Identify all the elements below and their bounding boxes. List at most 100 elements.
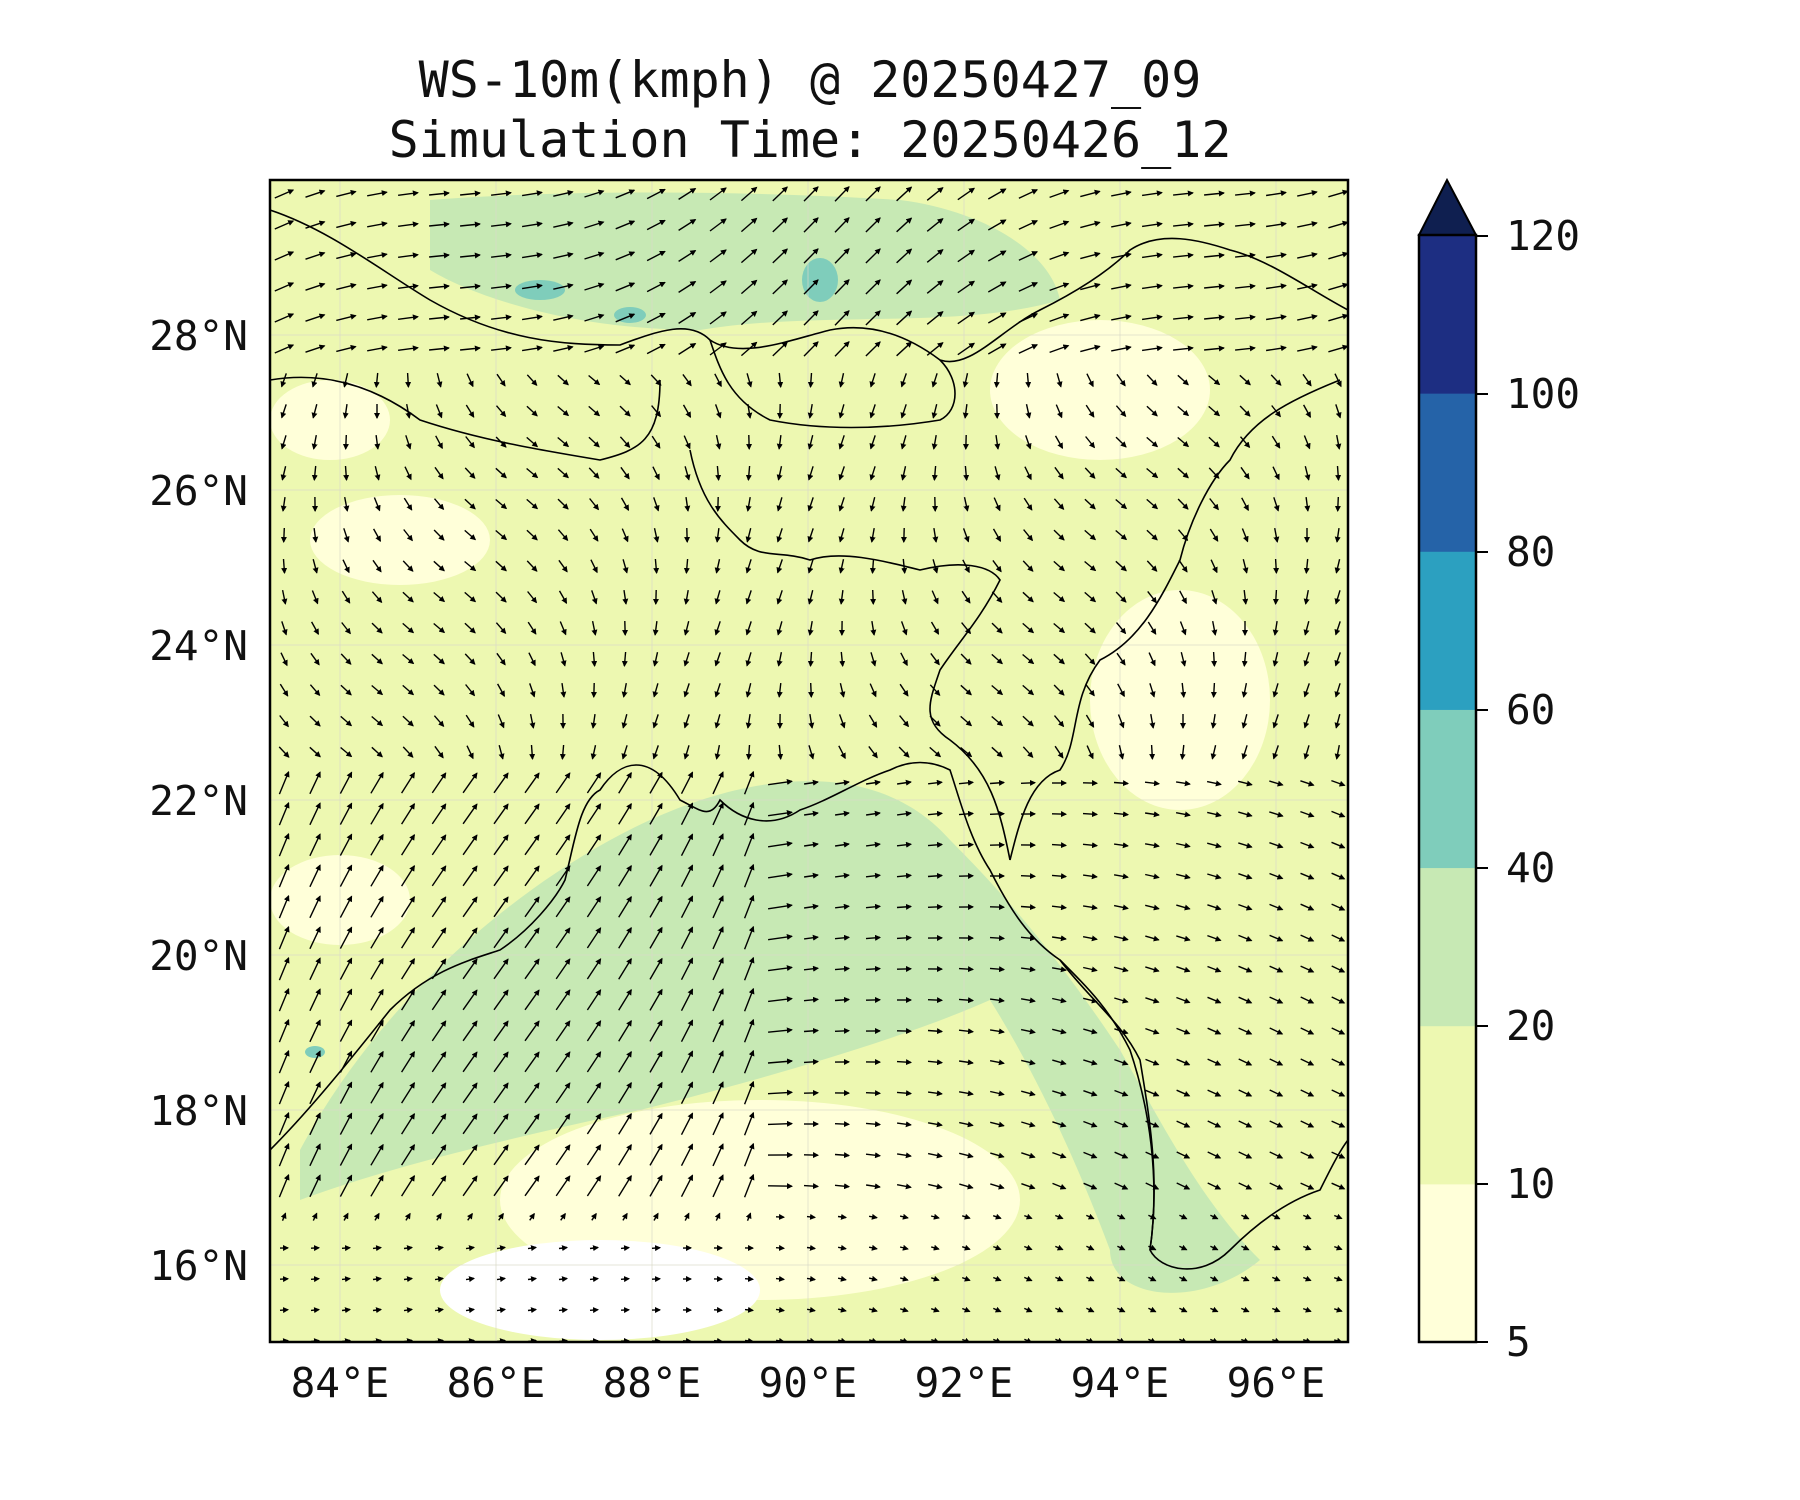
wind-arrow bbox=[370, 926, 384, 949]
wind-arrow bbox=[524, 989, 540, 1011]
wind-arrow bbox=[1052, 1059, 1067, 1066]
wind-arrow bbox=[1241, 528, 1249, 543]
wind-arrow bbox=[372, 1276, 382, 1283]
wind-arrow bbox=[1054, 435, 1064, 449]
wind-arrow bbox=[336, 313, 357, 322]
wind-arrow bbox=[928, 779, 943, 786]
wind-arrow bbox=[619, 374, 631, 386]
wind-arrow bbox=[1114, 935, 1129, 942]
wind-arrow bbox=[680, 895, 694, 919]
wind-arrow bbox=[837, 1213, 847, 1220]
wind-arrow bbox=[649, 1081, 663, 1104]
wind-arrow bbox=[961, 590, 971, 604]
wind-arrow bbox=[521, 252, 543, 259]
wind-arrow bbox=[838, 466, 845, 481]
wind-arrow bbox=[557, 498, 569, 510]
wind-arrow bbox=[1020, 1028, 1036, 1035]
wind-arrow bbox=[776, 435, 783, 450]
wind-arrow bbox=[524, 896, 540, 918]
wind-arrow bbox=[1207, 934, 1222, 942]
map-title: WS-10m(kmph) @ 20250427_09 Simulation Ti… bbox=[270, 50, 1350, 170]
wind-arrow bbox=[1334, 373, 1342, 388]
wind-arrow bbox=[896, 248, 913, 264]
wind-arrow bbox=[709, 249, 727, 263]
wind-arrow bbox=[586, 772, 602, 794]
wind-arrow bbox=[280, 466, 287, 481]
wind-arrow bbox=[1177, 498, 1189, 510]
wind-arrow bbox=[586, 927, 602, 949]
wind-arrow bbox=[1020, 873, 1036, 880]
wind-arrow bbox=[496, 373, 506, 387]
wind-arrow bbox=[646, 281, 666, 293]
wind-arrow bbox=[896, 841, 912, 848]
wind-arrow bbox=[714, 404, 722, 419]
wind-arrow bbox=[278, 1080, 290, 1105]
colorbar-band-60-80 bbox=[1419, 551, 1476, 710]
wind-arrow bbox=[896, 279, 913, 295]
calm-region-south-bay bbox=[440, 1240, 760, 1340]
wind-arrow bbox=[521, 283, 543, 290]
wind-arrow bbox=[373, 497, 381, 512]
wind-arrow bbox=[958, 841, 974, 848]
wind-arrow bbox=[1303, 589, 1310, 605]
wind-arrow bbox=[1238, 1027, 1253, 1035]
wind-arrow bbox=[929, 746, 942, 758]
wind-arrow bbox=[372, 528, 382, 542]
wind-arrow bbox=[1180, 682, 1187, 698]
wind-arrow bbox=[526, 436, 539, 448]
wind-arrow bbox=[989, 779, 1005, 786]
wind-arrow bbox=[1142, 221, 1163, 228]
cbar-label-120: 120 bbox=[1506, 212, 1580, 260]
wind-arrow bbox=[962, 528, 970, 543]
wind-arrow bbox=[652, 745, 659, 760]
wind-arrow bbox=[803, 279, 819, 295]
wind-arrow bbox=[493, 772, 509, 794]
wind-arrow bbox=[1269, 842, 1284, 849]
wind-arrow bbox=[462, 1020, 478, 1042]
wind-arrow bbox=[807, 651, 814, 667]
wind-arrow bbox=[961, 622, 972, 635]
wind-arrow bbox=[336, 189, 357, 198]
wind-arrow bbox=[1173, 190, 1194, 197]
wind-arrow bbox=[1297, 221, 1318, 228]
wind-arrow bbox=[1209, 498, 1219, 511]
wind-arrow bbox=[1114, 1058, 1129, 1066]
wind-arrow bbox=[1176, 842, 1191, 849]
wind-arrow bbox=[557, 467, 569, 479]
wind-arrow bbox=[927, 1028, 943, 1035]
wind-arrow bbox=[962, 404, 969, 419]
wind-arrow bbox=[1238, 780, 1253, 787]
wind-arrow bbox=[1080, 189, 1101, 198]
wind-arrow bbox=[1053, 560, 1065, 572]
wind-arrow bbox=[367, 221, 388, 228]
wind-arrow bbox=[591, 590, 598, 605]
cbar-label-5: 5 bbox=[1506, 1318, 1531, 1366]
wind-arrow bbox=[336, 282, 357, 291]
wind-arrow bbox=[1018, 189, 1039, 199]
wind-arrow bbox=[745, 652, 752, 667]
wind-arrow bbox=[869, 404, 876, 419]
wind-arrow bbox=[374, 466, 381, 481]
wind-arrow bbox=[1082, 935, 1098, 942]
wind-arrow bbox=[460, 221, 481, 228]
wind-arrow bbox=[743, 987, 755, 1012]
wind-arrow bbox=[1238, 934, 1253, 942]
wind-arrow bbox=[590, 745, 597, 760]
wind-arrow bbox=[775, 1275, 785, 1282]
wind-arrow bbox=[433, 715, 445, 728]
wind-arrow bbox=[1178, 559, 1188, 573]
longitude-axis: 84°E 86°E 88°E 90°E 92°E 94°E 96°E bbox=[291, 1359, 1326, 1407]
wind-arrow bbox=[433, 560, 445, 572]
wind-arrow bbox=[491, 345, 512, 352]
wind-arrow bbox=[401, 834, 415, 856]
wind-arrow bbox=[1173, 314, 1194, 321]
wind-arrow bbox=[278, 894, 290, 919]
wind-arrow bbox=[588, 436, 600, 448]
wind-arrow bbox=[584, 189, 605, 198]
wind-arrow bbox=[869, 497, 876, 512]
wind-arrow bbox=[1238, 903, 1253, 911]
wind-arrow bbox=[927, 1059, 943, 1066]
wind-arrow bbox=[1204, 345, 1225, 352]
wind-arrow bbox=[521, 221, 543, 228]
colorbar-band-20-40 bbox=[1419, 867, 1476, 1027]
